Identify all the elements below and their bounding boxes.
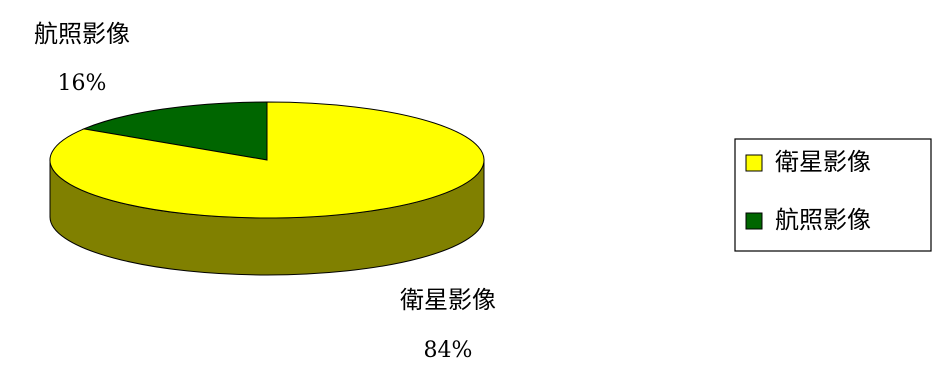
legend-label-1: 航照影像 [775, 206, 871, 234]
pie-slice-0 [49, 101, 485, 219]
legend-swatch-1 [745, 212, 763, 230]
pie-layer [49, 101, 485, 276]
data-label-value-0: 84% [424, 338, 473, 363]
data-label-name-0: 衛星影像 [400, 286, 496, 314]
pie-slice-1 [82, 101, 268, 161]
legend-swatch-0 [745, 154, 763, 172]
legend-frame [734, 138, 932, 252]
data-label-value-1: 16% [58, 71, 107, 96]
data-label-name-1: 航照影像 [34, 20, 130, 48]
legend-label-0: 衛星影像 [775, 148, 871, 176]
data-labels: 衛星影像 84% 航照影像 16% [34, 20, 496, 363]
